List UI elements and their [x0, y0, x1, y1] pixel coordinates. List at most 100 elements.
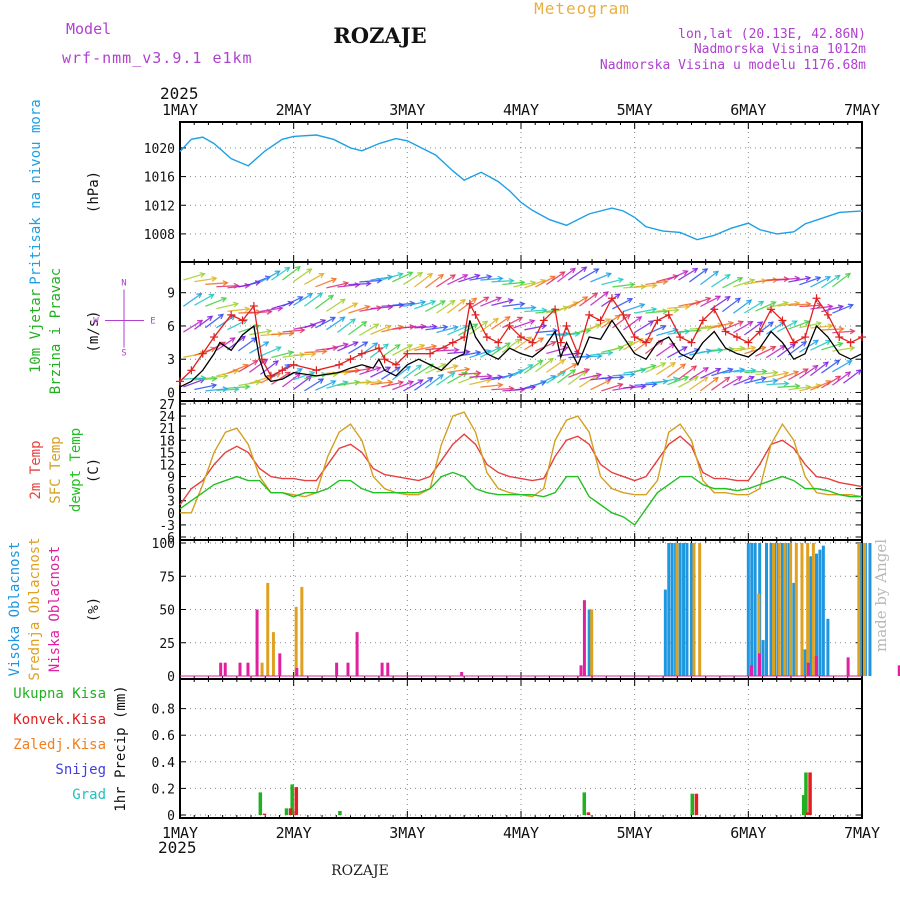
wind-vector-head: [397, 380, 405, 386]
y-tick-label: 0: [167, 670, 175, 685]
wind-vector-head: [801, 341, 808, 347]
wind-vector-head: [640, 367, 647, 374]
wind-vector: [348, 321, 367, 336]
wind-vector-head: [416, 364, 423, 371]
wind-vector: [480, 384, 503, 388]
wind-vector: [260, 270, 280, 283]
wind-vector: [414, 363, 434, 377]
x-tick-label-bottom: 1MAY: [162, 824, 198, 842]
wind-vector: [370, 306, 393, 310]
y-tick-label: -6: [159, 531, 175, 546]
x-tick-label-top: 5MAY: [617, 101, 653, 119]
wind-vector: [700, 368, 721, 379]
wind-vector-head: [681, 346, 688, 352]
bar: [789, 543, 793, 676]
wind-vector-head: [734, 297, 742, 304]
wind-vector: [370, 366, 391, 378]
wind-vector: [667, 270, 688, 281]
compass-label: N: [121, 279, 126, 289]
wind-vector-head: [244, 282, 251, 289]
wind-vector: [216, 388, 239, 392]
wind-vector: [689, 327, 712, 330]
wind-vector: [238, 381, 261, 387]
wind-vector-head: [492, 317, 500, 324]
wind-vector-head: [407, 380, 415, 386]
y-tick-label: 6: [167, 483, 175, 498]
wind-vector: [656, 309, 679, 312]
wind-vector: [689, 367, 709, 381]
wind-vector: [469, 275, 492, 281]
wind-vector: [645, 280, 668, 286]
page-subtitle: Meteogram: [534, 0, 630, 18]
y-tick-label: 0.8: [152, 703, 175, 718]
side-label: dewpt Temp: [68, 428, 84, 512]
wind-vector: [491, 280, 514, 283]
wind-vector-head: [805, 275, 812, 282]
wind-vector-head: [420, 323, 427, 330]
wind-vector: [392, 271, 413, 283]
bar: [690, 543, 693, 676]
y-tick-label: 0: [167, 386, 175, 401]
bar: [219, 662, 223, 676]
wind-vector: [623, 316, 642, 331]
y-tick-label: 25: [159, 637, 175, 652]
wind-vector-head: [462, 274, 469, 280]
wind-vector-head: [837, 304, 845, 311]
wind-vector-head: [690, 365, 698, 372]
wind-vector: [436, 349, 459, 352]
bar: [815, 553, 819, 676]
wind-vector-head: [827, 303, 834, 310]
bar: [859, 543, 863, 676]
bar: [266, 582, 270, 676]
wind-vector-head: [310, 322, 317, 329]
wind-vector: [271, 266, 290, 281]
wind-vector: [359, 323, 379, 337]
side-label: 10m Vjetar: [28, 289, 44, 373]
wind-vector: [733, 299, 752, 314]
wind-vector: [722, 297, 741, 313]
wind-vector-head: [449, 371, 456, 378]
bar: [262, 813, 267, 815]
bar: [682, 543, 686, 676]
wind-vector: [832, 371, 851, 386]
wind-vector: [502, 281, 525, 286]
wind-vector: [700, 324, 723, 329]
wind-vector: [513, 320, 535, 329]
bar: [821, 545, 825, 676]
wind-vector: [755, 301, 776, 312]
wind-vector-head: [472, 323, 479, 329]
wind-vector: [722, 368, 745, 374]
wind-vector-head: [779, 320, 786, 327]
wind-vector-head: [275, 346, 282, 352]
wind-vector: [612, 373, 635, 377]
wind-panel: 0 3 6 9 (m/s) N W E S: [86, 261, 866, 402]
wind-vector: [315, 278, 337, 288]
wind-vector-head: [474, 273, 481, 280]
wind-vector-head: [365, 366, 372, 373]
wind-vector-head: [660, 362, 667, 368]
wind-vector: [293, 268, 312, 283]
wind-vector: [744, 370, 767, 374]
wind-vector: [766, 382, 789, 386]
wind-vector: [821, 359, 840, 374]
bar: [690, 793, 695, 815]
wind-vector: [194, 384, 217, 391]
wind-vector: [282, 329, 305, 333]
wind-vector-head: [382, 343, 390, 350]
wind-vector-head: [617, 277, 625, 284]
wind-vector-head: [549, 275, 556, 281]
y-axis-label: (m/s): [86, 310, 102, 352]
wind-vector-head: [365, 280, 372, 287]
wind-vector: [799, 304, 822, 308]
wind-vector-head: [431, 343, 438, 350]
bar: [223, 662, 227, 676]
wind-vector-head: [339, 298, 346, 305]
wind-vector-head: [838, 326, 845, 333]
wind-vector-head: [483, 296, 490, 302]
wind-vector: [590, 351, 613, 356]
wind-vector: [326, 282, 349, 289]
bar: [586, 812, 591, 815]
watermark: made by Angel: [872, 539, 890, 652]
bar: [692, 543, 696, 676]
wind-vector: [766, 321, 785, 335]
